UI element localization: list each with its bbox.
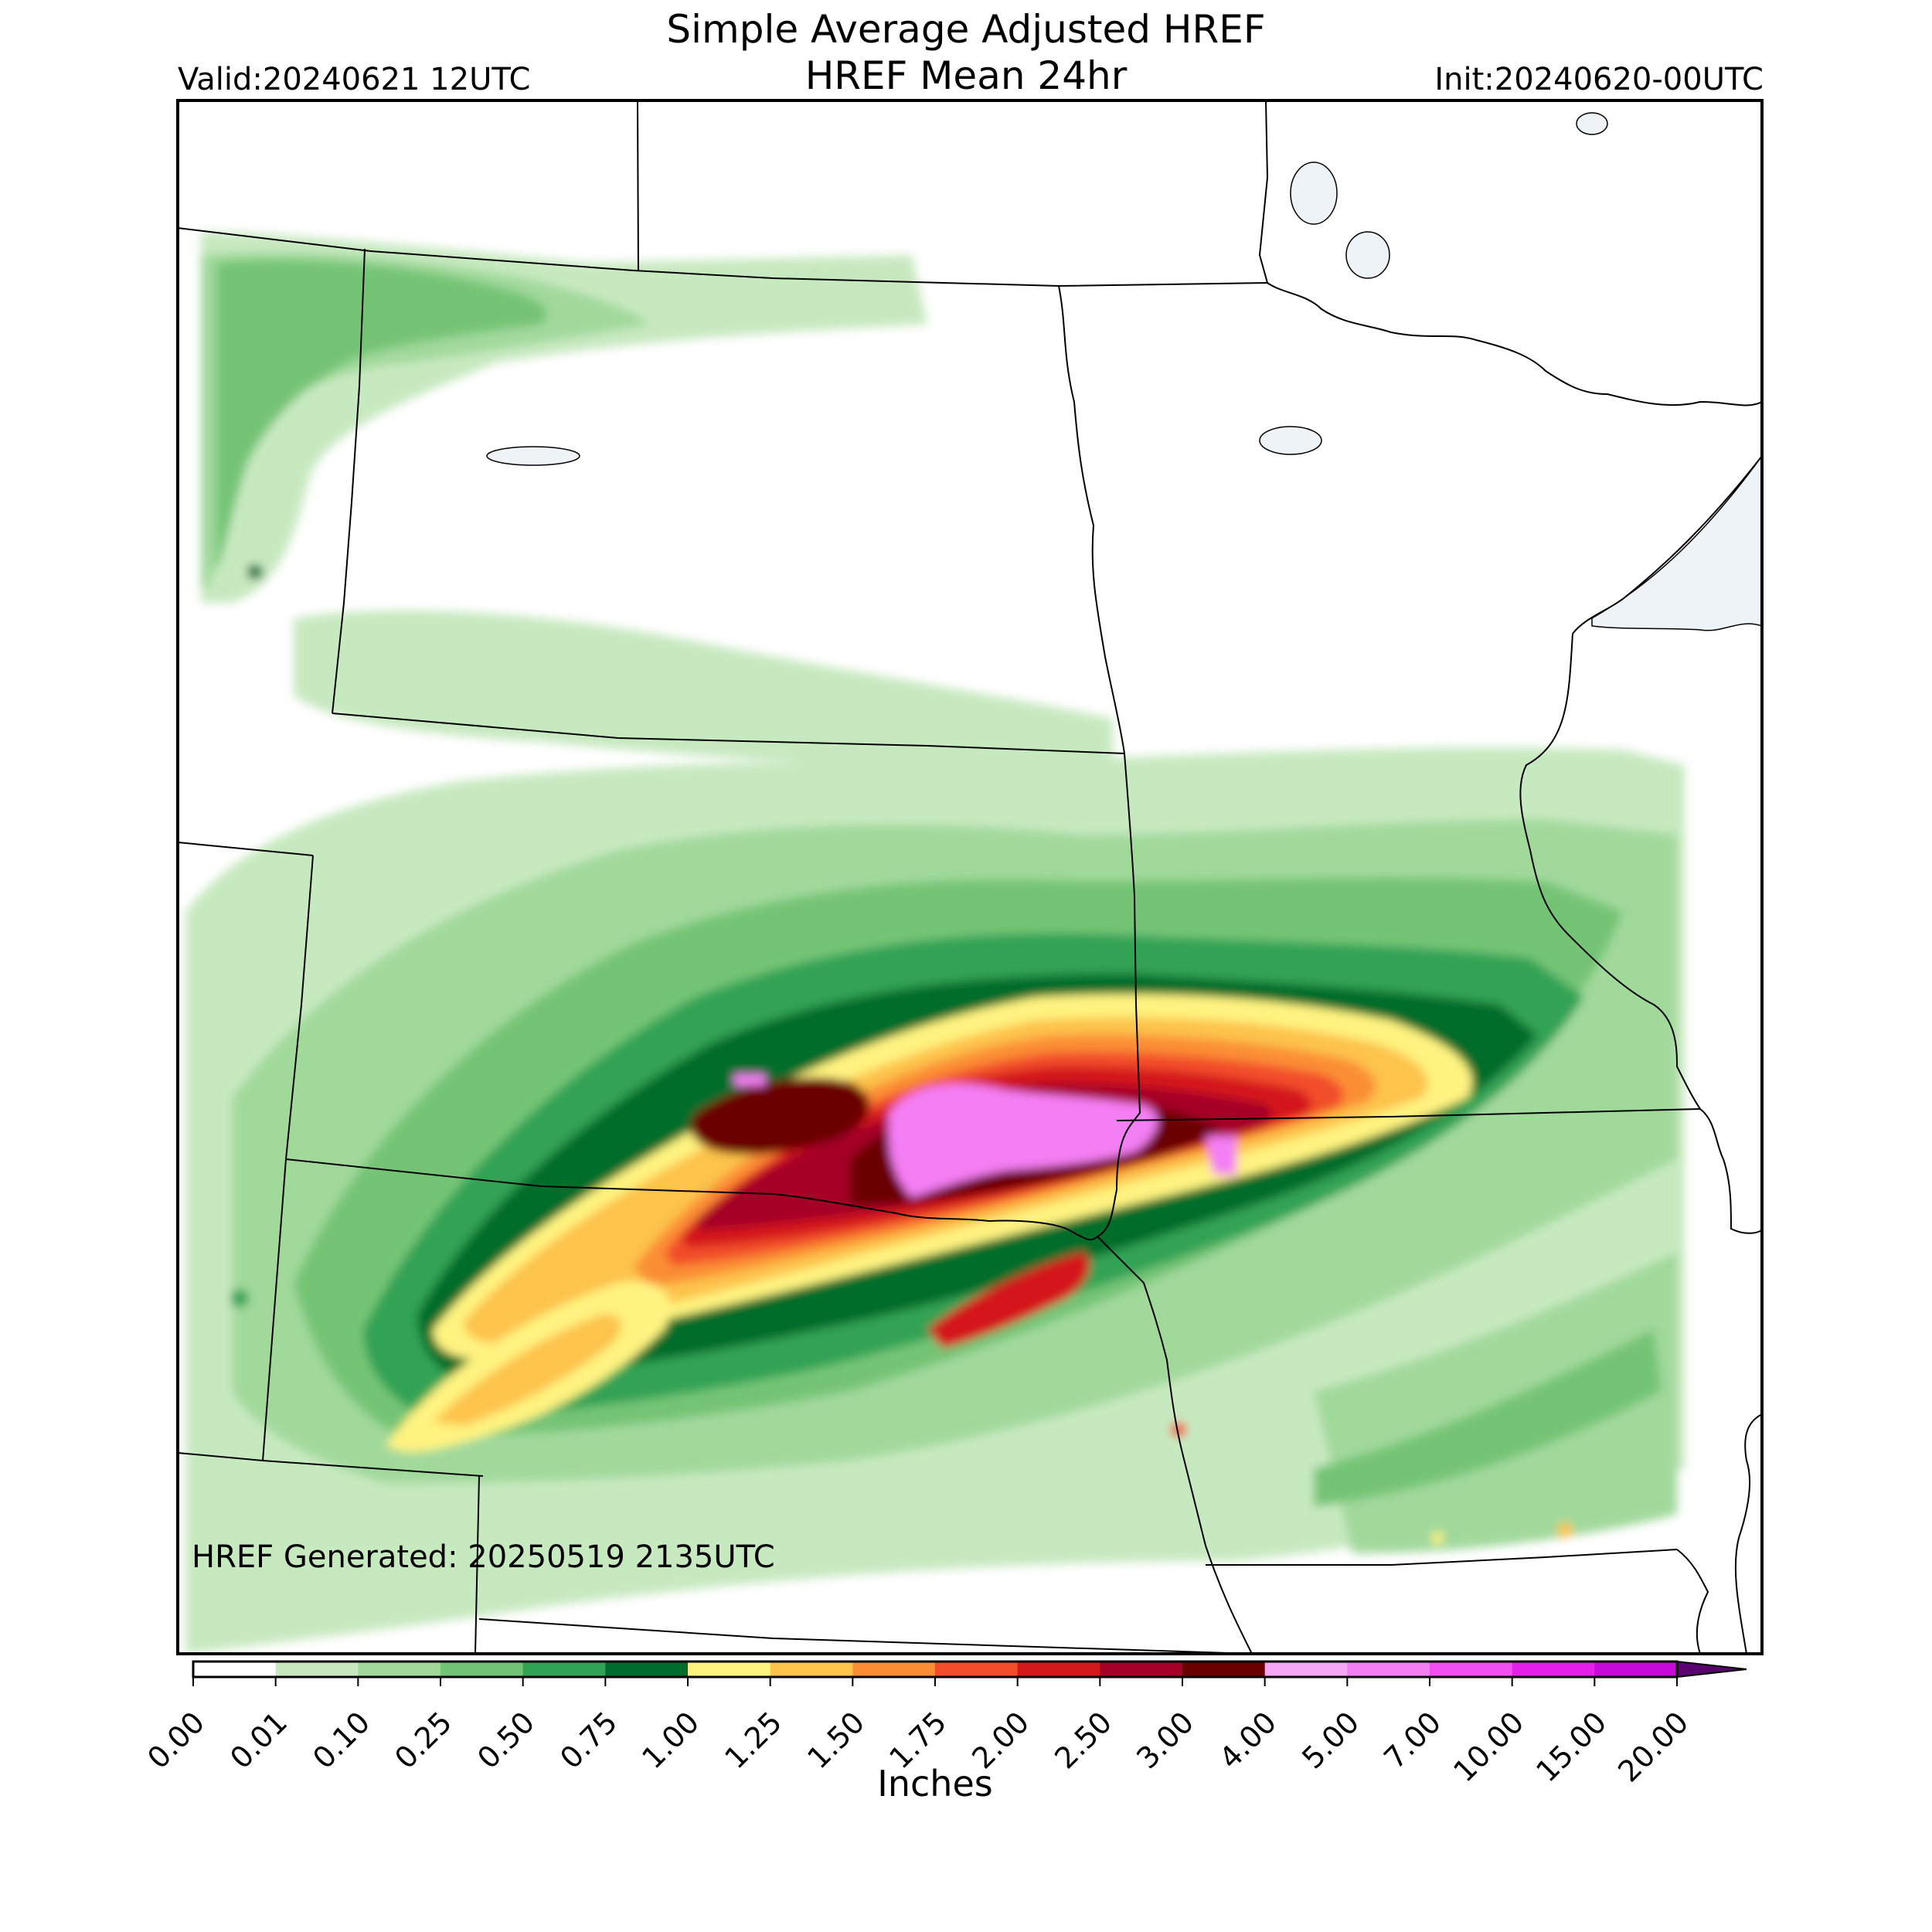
ia-mo-border [1206, 1549, 1678, 1566]
colorbar-bin [1512, 1662, 1595, 1677]
mn-wi-border [1519, 633, 1701, 1110]
borders-layer [178, 100, 1762, 1654]
mn-ia-border [1116, 1108, 1701, 1121]
precip-field [185, 232, 1685, 1654]
map-frame [176, 99, 1764, 1655]
superior-shore [1572, 455, 1762, 634]
colorbar-bin [440, 1662, 524, 1677]
colorbar-bin [1264, 1662, 1348, 1677]
wy-ne-line [285, 1158, 774, 1195]
ne-ia-border [1097, 1236, 1206, 1546]
colorbar-bin [522, 1662, 606, 1677]
colorbar-bin [688, 1662, 771, 1677]
colorbar-bin [1100, 1662, 1183, 1677]
nd-sd-border [332, 713, 1125, 754]
colorbar-bin [193, 1662, 277, 1677]
map-subtitle: HREF Mean 24hr [804, 53, 1128, 98]
ontario-border [1267, 282, 1762, 406]
colorbar-bin [605, 1662, 689, 1677]
mo-il-river [1676, 1549, 1709, 1654]
northern-lake-3 [1576, 112, 1608, 135]
mo-river-south [1205, 1545, 1253, 1654]
init-time-label: Init:20240620-00UTC [1434, 62, 1764, 97]
map-title: Simple Average Adjusted HREF [666, 7, 1266, 52]
wy-co-south [178, 1452, 484, 1477]
colorbar-extend-arrow [1676, 1660, 1747, 1679]
colorbar-bin [852, 1662, 936, 1677]
colorbar-bin [275, 1662, 359, 1677]
colorbar [192, 1660, 1747, 1686]
sd-wy-border [285, 855, 314, 1160]
ne-ks-border [478, 1618, 1253, 1654]
co-ks-line [474, 1475, 480, 1654]
lake-of-the-woods [1259, 426, 1322, 455]
generated-timestamp: HREF Generated: 20250519 2135UTC [192, 1539, 775, 1575]
colorbar-bin [358, 1662, 441, 1677]
lake-superior [1591, 454, 1762, 631]
valid-time-label: Valid:20240621 12UTC [178, 62, 531, 97]
colorbar-bin [1430, 1662, 1513, 1677]
colorbar-units-label: Inches [877, 1763, 993, 1804]
colorbar-bin [935, 1662, 1019, 1677]
mt-wy-id-line [178, 842, 314, 856]
colorbar-bin [1347, 1662, 1430, 1677]
wy-co-border [262, 1158, 287, 1461]
colorbar-bin [1182, 1662, 1266, 1677]
colorbar-bin [1594, 1662, 1678, 1677]
il-east-shore [1734, 1413, 1762, 1654]
canada-province-border-2 [1258, 100, 1269, 284]
northern-lake-1 [1290, 162, 1338, 225]
mt-nd-border [332, 248, 366, 714]
colorbar-bin [1017, 1662, 1100, 1677]
colorbar-bin [770, 1662, 853, 1677]
lake-sakakawea [486, 446, 580, 466]
nd-mn-border [1058, 285, 1125, 754]
northern-lake-2 [1345, 231, 1390, 279]
lakes-layer [486, 112, 1762, 631]
sd-mn-border [1116, 753, 1141, 1191]
us-canada-border [178, 227, 1268, 287]
ia-il-border [1699, 1108, 1762, 1234]
